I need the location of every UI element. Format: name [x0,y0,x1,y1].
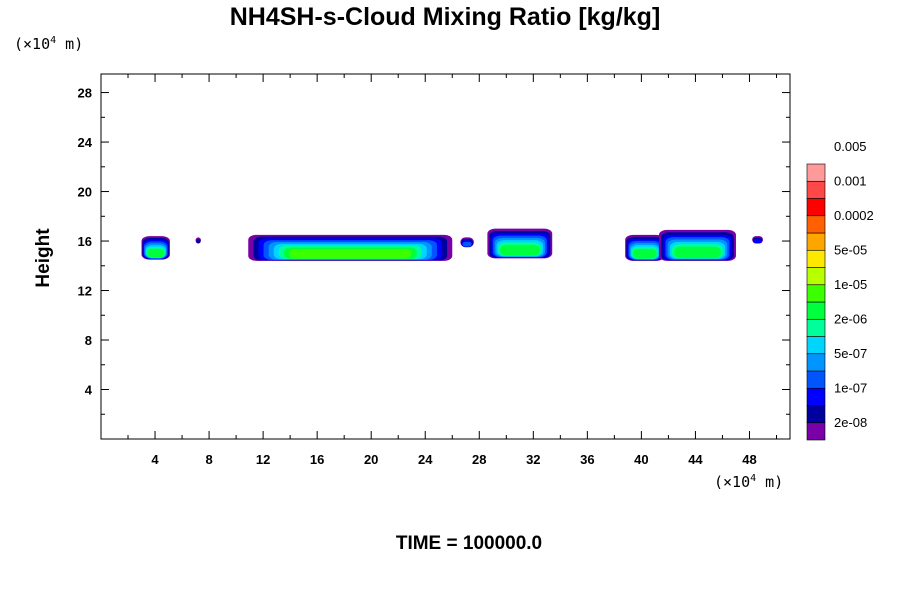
cloud-contour [147,248,165,258]
x-axis-unit: (×104 m) [714,473,783,491]
colorbar-swatch [806,163,826,182]
cloud-region [658,229,736,261]
colorbar-swatch [806,336,826,355]
colorbar-label: 1e-05 [834,277,867,292]
time-label: TIME = 100000.0 [396,533,542,554]
colorbar-label: 0.0002 [834,208,874,223]
y-tick-label: 28 [78,86,92,101]
cloud-region [248,234,453,261]
colorbar-label: 2e-06 [834,311,867,326]
colorbar-label: 2e-08 [834,415,867,430]
colorbar-swatch [806,215,826,234]
colorbar-swatch [806,318,826,337]
colorbar-label: 0.001 [834,173,867,188]
colorbar-swatch [806,284,826,303]
x-tick-label: 4 [151,452,159,467]
colorbar-swatch [806,232,826,251]
cloud-region [752,236,763,244]
cloud-region [460,237,474,248]
colorbar-swatch [806,405,826,424]
colorbar-swatch [806,249,826,268]
x-tick-label: 28 [472,452,486,467]
cloud-region [625,234,665,261]
y-axis-label: Height [33,228,54,288]
x-tick-label: 48 [742,452,756,467]
x-tick-label: 24 [418,452,433,467]
x-unit-exponent: 4 [750,473,756,484]
y-axis-unit: (×104 m) [14,35,83,53]
colorbar-swatch [806,180,826,199]
colorbar-label: 1e-07 [834,380,867,395]
x-tick-label: 12 [256,452,270,467]
x-tick-label: 36 [580,452,594,467]
y-axis: 4 8 12 16 20 24 28 [78,86,790,415]
y-unit-exponent: 4 [50,35,56,46]
cloud-contour [632,248,657,259]
x-tick-label: 16 [310,452,324,467]
colorbar-swatch [806,387,826,406]
y-tick-label: 20 [78,185,92,200]
x-unit-prefix: (×10 [714,473,750,491]
cloud-layer [141,228,763,261]
x-tick-label: 20 [364,452,378,467]
cloud-contour [462,241,472,247]
colorbar-swatch [806,301,826,320]
colorbar-label: 0.005 [834,139,867,154]
colorbar-swatch [806,267,826,286]
colorbar-swatch [806,370,826,389]
x-unit-suffix: m) [756,473,783,491]
cloud-contour [753,239,762,244]
y-unit-suffix: m) [56,35,83,53]
plot-frame [100,73,791,440]
y-tick-label: 12 [78,284,92,299]
cloud-region [141,236,170,260]
cloud-contour [674,246,721,259]
cloud-region [195,237,201,244]
x-tick-label: 44 [688,452,703,467]
chart-title: NH4SH-s-Cloud Mixing Ratio [kg/kg] [230,3,661,31]
colorbar-label: 5e-07 [834,346,867,361]
colorbar: 2e-08 1e-07 5e-07 2e-06 1e-05 5e-05 0.0002 0.00… [806,139,874,441]
x-axis: 4 8 12 16 20 24 28 32 36 40 44 48 [127,74,777,467]
cloud-region [487,228,553,259]
y-tick-label: 16 [78,234,92,249]
y-unit-prefix: (×10 [14,35,50,53]
colorbar-swatch [806,198,826,217]
colorbar-label: 5e-05 [834,242,867,257]
x-tick-label: 8 [205,452,212,467]
y-tick-label: 8 [85,333,92,348]
cloud-contour [500,244,540,256]
x-tick-label: 32 [526,452,540,467]
cloud-contour [289,249,412,259]
colorbar-swatch [806,422,826,441]
x-tick-label: 40 [634,452,648,467]
colorbar-swatch [806,353,826,372]
y-tick-label: 4 [85,383,93,398]
cloud-contour [196,239,201,244]
y-tick-label: 24 [78,135,93,150]
